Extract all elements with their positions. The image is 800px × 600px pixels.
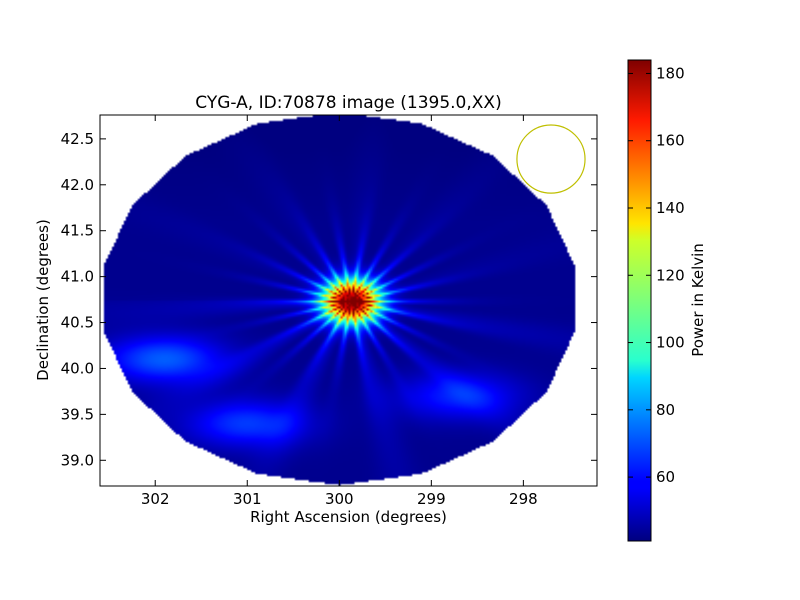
heatmap-image [100,115,597,486]
colorbar-tick-label: 140 [656,199,685,217]
colorbar-tick-label: 180 [656,64,685,82]
y-tick-label: 39.0 [61,451,94,469]
x-tick-label: 299 [417,490,446,508]
colorbar-tick-label: 160 [656,132,685,150]
colorbar-tick-label: 60 [656,468,675,486]
axes-frame [99,114,598,487]
x-tick-label: 302 [141,490,170,508]
colorbar-gradient [628,60,651,541]
y-tick-label: 42.5 [61,130,94,148]
x-axis-label: Right Ascension (degrees) [250,508,447,526]
colorbar-tick-label: 100 [656,334,685,352]
y-tick-label: 40.5 [61,314,94,332]
beam-circle [516,124,586,194]
chart-title: CYG-A, ID:70878 image (1395.0,XX) [195,93,501,113]
colorbar-ticks: 60 80 100 120 140 160 180 [628,64,685,486]
y-tick-label: 40.0 [61,359,94,377]
colorbar-frame [627,59,652,542]
x-tick-label: 298 [509,490,538,508]
y-tick-label: 39.5 [61,405,94,423]
x-tick-label: 301 [233,490,262,508]
y-tick-label: 41.0 [61,268,94,286]
colorbar-label: Power in Kelvin [689,243,707,357]
axes-ticks: 302 301 300 299 298 39.0 39.5 40.0 40.5 41.0 41.5 4… [61,115,597,508]
y-tick-label: 41.5 [61,222,94,240]
y-tick-label: 42.0 [61,176,94,194]
heatmap-raster [100,115,597,486]
y-axis-label: Declination (degrees) [34,219,52,381]
colorbar-tick-label: 120 [656,266,685,284]
colorbar-tick-label: 80 [656,401,675,419]
x-tick-label: 300 [325,490,354,508]
